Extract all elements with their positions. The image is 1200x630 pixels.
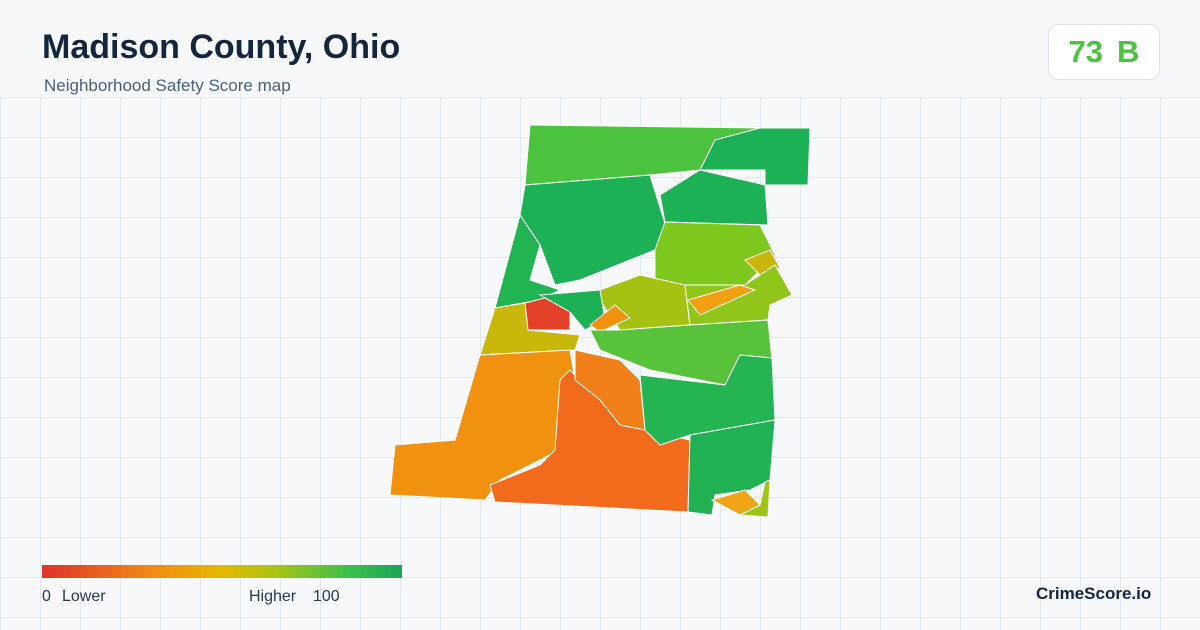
legend-gradient — [42, 565, 402, 578]
region — [654, 221, 776, 286]
title: Madison County, Ohio — [42, 28, 401, 66]
subtitle: Neighborhood Safety Score map — [44, 76, 291, 95]
region — [389, 349, 576, 501]
region — [519, 174, 671, 286]
legend-max: 100 — [313, 588, 340, 605]
legend-high-label: Higher — [249, 588, 297, 605]
brand: CrimeScore.io — [1036, 584, 1152, 603]
region — [687, 419, 776, 516]
legend-low-label: Lower — [62, 588, 106, 605]
score-badge: 73 B — [1048, 24, 1160, 80]
region — [738, 479, 771, 518]
region — [699, 127, 811, 186]
region — [687, 284, 757, 316]
score-value: 73 — [1068, 34, 1104, 69]
region — [574, 349, 646, 431]
legend-min: 0 — [42, 588, 51, 605]
score-grade: B — [1117, 34, 1140, 69]
region — [659, 169, 769, 226]
